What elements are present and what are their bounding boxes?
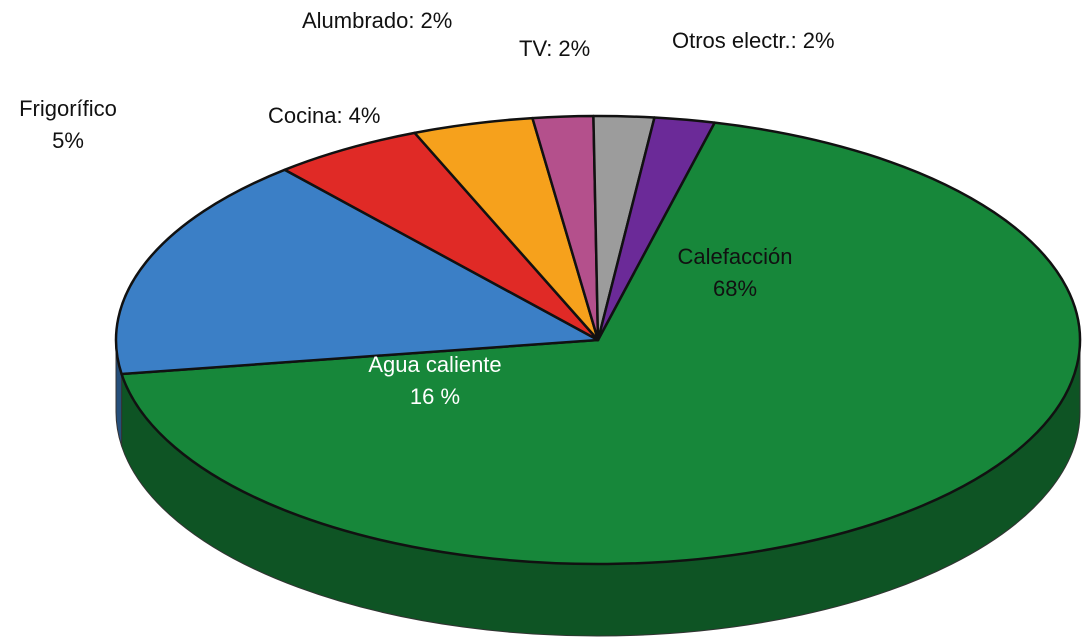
slice-label: Frigorífico [19, 96, 117, 121]
value-label: 68% [713, 276, 757, 301]
slice-label: TV: [519, 36, 552, 61]
value-label: 2% [558, 36, 590, 61]
value-label: 2% [421, 8, 453, 33]
value-label: 16 % [410, 384, 460, 409]
chart: Calefacción 68% Agua caliente 16 % Frigorífi… [0, 0, 1083, 640]
slice-label: Agua caliente [368, 352, 501, 377]
slice-label: Alumbrado: [302, 8, 415, 33]
slice-label: Cocina: [268, 103, 343, 128]
value-label: 4% [349, 103, 381, 128]
slice-label-group: Cocina:4% [268, 103, 380, 128]
slice-label: Otros electr.: [672, 28, 797, 53]
slice-label: Calefacción [678, 244, 793, 269]
value-label: 5% [52, 128, 84, 153]
value-label: 2% [803, 28, 835, 53]
slice-label-group: Otros electr.:2% [672, 28, 835, 53]
slice-label-group: Alumbrado:2% [302, 8, 452, 33]
slice-label-group: TV:2% [519, 36, 590, 61]
